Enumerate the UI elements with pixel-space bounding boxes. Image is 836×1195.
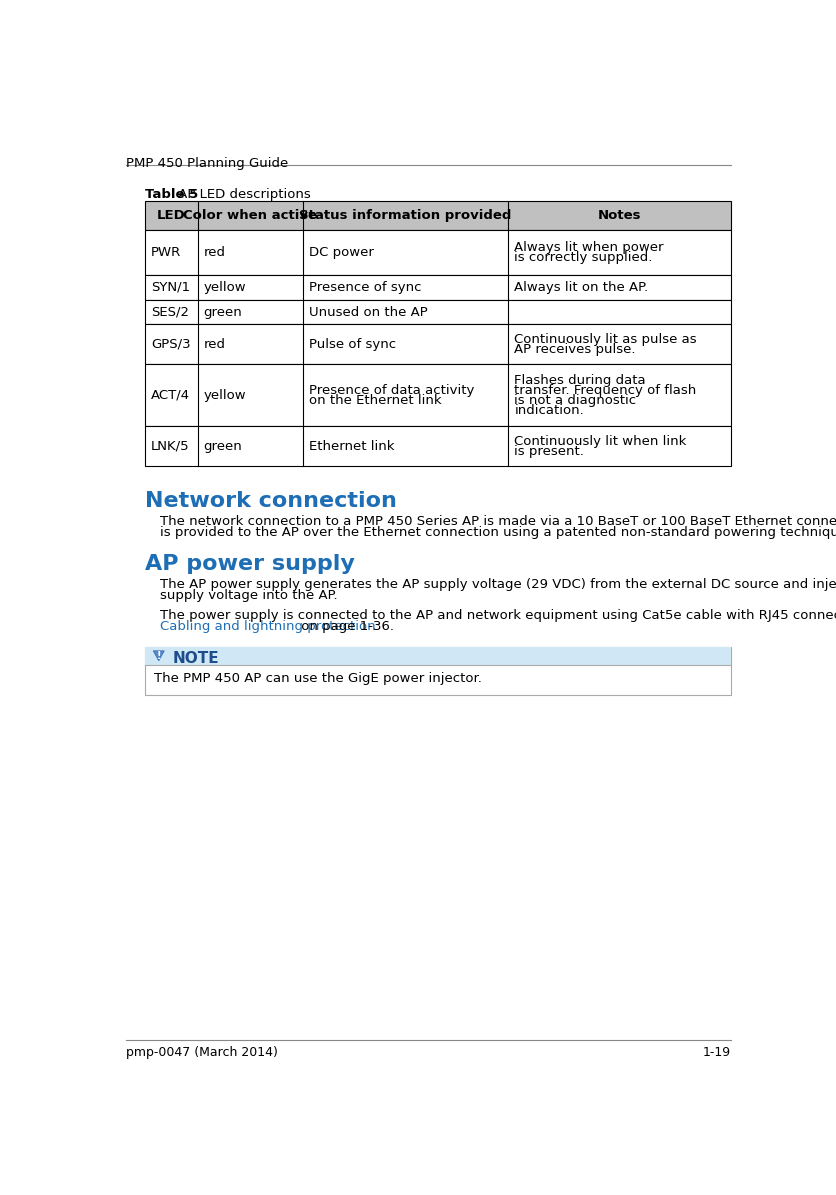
Text: yellow: yellow: [204, 281, 247, 294]
Text: is not a diagnostic: is not a diagnostic: [514, 393, 636, 406]
Text: is present.: is present.: [514, 445, 584, 458]
Text: red: red: [204, 338, 226, 351]
Text: green: green: [204, 440, 242, 453]
Text: green: green: [204, 306, 242, 319]
Bar: [145, 275, 731, 300]
Text: Status information provided: Status information provided: [299, 209, 512, 222]
Text: AP LED descriptions: AP LED descriptions: [174, 188, 311, 201]
Text: LED: LED: [157, 209, 186, 222]
Text: on page 1-36.: on page 1-36.: [297, 620, 394, 633]
Text: DC power: DC power: [309, 246, 374, 259]
Text: Continuously lit when link: Continuously lit when link: [514, 435, 686, 447]
Text: Color when active: Color when active: [183, 209, 317, 222]
Text: The AP power supply generates the AP supply voltage (29 VDC) from the external D: The AP power supply generates the AP sup…: [161, 578, 836, 592]
Text: PMP 450 Planning Guide: PMP 450 Planning Guide: [126, 158, 288, 170]
Text: Presence of data activity: Presence of data activity: [309, 384, 475, 397]
Text: SYN/1: SYN/1: [151, 281, 190, 294]
Text: transfer. Frequency of flash: transfer. Frequency of flash: [514, 384, 696, 397]
Text: AP receives pulse.: AP receives pulse.: [514, 343, 635, 356]
Text: AP power supply: AP power supply: [145, 553, 354, 574]
Text: yellow: yellow: [204, 388, 247, 402]
Text: 1-19: 1-19: [702, 1046, 731, 1059]
Text: Network connection: Network connection: [145, 491, 396, 510]
Text: on the Ethernet link: on the Ethernet link: [309, 393, 441, 406]
Text: The power supply is connected to the AP and network equipment using Cat5e cable : The power supply is connected to the AP …: [161, 609, 836, 623]
Text: Continuously lit as pulse as: Continuously lit as pulse as: [514, 333, 697, 345]
Text: red: red: [204, 246, 226, 259]
Bar: [145, 646, 731, 694]
Text: PWR: PWR: [151, 246, 181, 259]
Bar: [145, 324, 731, 364]
Text: Notes: Notes: [598, 209, 641, 222]
Text: NOTE: NOTE: [173, 651, 219, 666]
Text: supply voltage into the AP.: supply voltage into the AP.: [161, 589, 338, 602]
Text: Unused on the AP: Unused on the AP: [309, 306, 428, 319]
Text: Pulse of sync: Pulse of sync: [309, 338, 396, 351]
Text: !: !: [156, 651, 161, 661]
Text: The PMP 450 AP can use the GigE power injector.: The PMP 450 AP can use the GigE power in…: [154, 672, 482, 685]
Text: GPS/3: GPS/3: [151, 338, 191, 351]
Text: SES/2: SES/2: [151, 306, 189, 319]
Text: Always lit on the AP.: Always lit on the AP.: [514, 281, 649, 294]
Text: Presence of sync: Presence of sync: [309, 281, 421, 294]
Bar: [145, 231, 731, 275]
Text: Ethernet link: Ethernet link: [309, 440, 395, 453]
Text: Flashes during data: Flashes during data: [514, 374, 646, 387]
Text: Cabling and lightning protection: Cabling and lightning protection: [161, 620, 376, 633]
Text: Table 5: Table 5: [145, 188, 198, 201]
Text: pmp-0047 (March 2014): pmp-0047 (March 2014): [126, 1046, 278, 1059]
Bar: [145, 364, 731, 425]
Polygon shape: [153, 651, 165, 661]
Bar: [145, 646, 731, 666]
Text: is provided to the AP over the Ethernet connection using a patented non-standard: is provided to the AP over the Ethernet …: [161, 526, 836, 539]
Text: LNK/5: LNK/5: [151, 440, 190, 453]
Text: ACT/4: ACT/4: [151, 388, 190, 402]
Text: Always lit when power: Always lit when power: [514, 241, 664, 255]
Bar: [145, 300, 731, 324]
Text: is correctly supplied.: is correctly supplied.: [514, 251, 653, 264]
Text: The network connection to a PMP 450 Series AP is made via a 10 BaseT or 100 Base: The network connection to a PMP 450 Seri…: [161, 515, 836, 528]
Bar: [145, 201, 731, 231]
Text: indication.: indication.: [514, 404, 584, 417]
Bar: [145, 425, 731, 466]
